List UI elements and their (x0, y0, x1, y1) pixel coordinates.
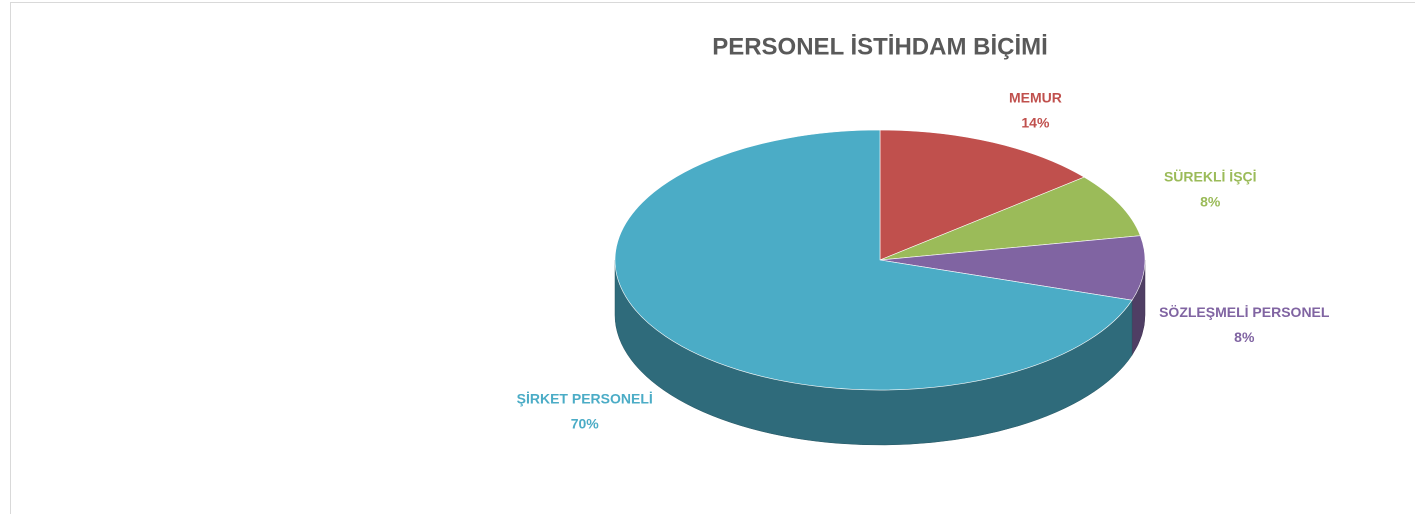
data-label-value: 14% (1021, 114, 1050, 130)
data-label-name: MEMUR (1009, 89, 1062, 105)
data-label-name: SÜREKLİ İŞÇİ (1164, 168, 1257, 184)
data-label-name: ŞİRKET PERSONELİ (517, 391, 653, 407)
data-label-value: 8% (1200, 193, 1221, 209)
data-label-value: 70% (571, 416, 600, 432)
data-label-value: 8% (1234, 329, 1255, 345)
pie-slice (614, 129, 1133, 391)
chart-title: PERSONEL İSTİHDAM BİÇİMİ (712, 33, 1048, 60)
pie-slice (879, 176, 1141, 261)
pie-slice (879, 129, 1085, 261)
data-label-name: SÖZLEŞMELİ PERSONEL (1159, 304, 1330, 320)
pie-slice (879, 235, 1146, 301)
